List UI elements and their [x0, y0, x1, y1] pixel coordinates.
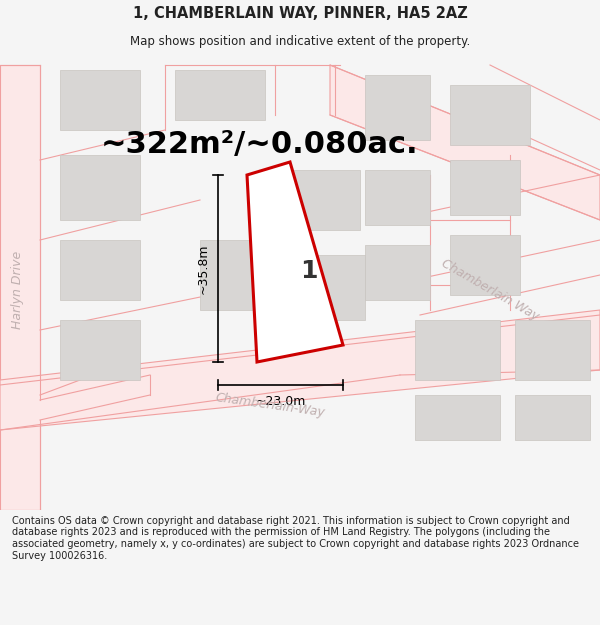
- Polygon shape: [365, 75, 430, 140]
- Polygon shape: [450, 235, 520, 295]
- Polygon shape: [0, 65, 40, 510]
- Polygon shape: [60, 70, 140, 130]
- Polygon shape: [450, 85, 530, 145]
- Polygon shape: [415, 395, 500, 440]
- Polygon shape: [450, 160, 520, 215]
- Text: Chamberlain-Way: Chamberlain-Way: [214, 391, 326, 419]
- Polygon shape: [200, 240, 260, 310]
- Polygon shape: [0, 310, 600, 430]
- Polygon shape: [175, 70, 265, 120]
- Polygon shape: [60, 155, 140, 220]
- Text: Harlyn Drive: Harlyn Drive: [11, 251, 25, 329]
- Text: Contains OS data © Crown copyright and database right 2021. This information is : Contains OS data © Crown copyright and d…: [12, 516, 579, 561]
- Text: ~23.0m: ~23.0m: [256, 395, 305, 408]
- Polygon shape: [60, 240, 140, 300]
- Text: Chamberlain Way: Chamberlain Way: [439, 257, 541, 323]
- Text: ~35.8m: ~35.8m: [197, 243, 210, 294]
- Polygon shape: [515, 320, 590, 380]
- Polygon shape: [365, 170, 430, 225]
- Polygon shape: [300, 255, 365, 320]
- Text: ~322m²/~0.080ac.: ~322m²/~0.080ac.: [101, 131, 419, 159]
- Text: Map shows position and indicative extent of the property.: Map shows position and indicative extent…: [130, 35, 470, 48]
- Polygon shape: [247, 162, 343, 362]
- Polygon shape: [290, 170, 360, 230]
- Polygon shape: [330, 65, 600, 220]
- Polygon shape: [515, 395, 590, 440]
- Polygon shape: [60, 320, 140, 380]
- Text: 1: 1: [301, 259, 318, 283]
- Polygon shape: [365, 245, 430, 300]
- Polygon shape: [415, 320, 500, 380]
- Text: 1, CHAMBERLAIN WAY, PINNER, HA5 2AZ: 1, CHAMBERLAIN WAY, PINNER, HA5 2AZ: [133, 6, 467, 21]
